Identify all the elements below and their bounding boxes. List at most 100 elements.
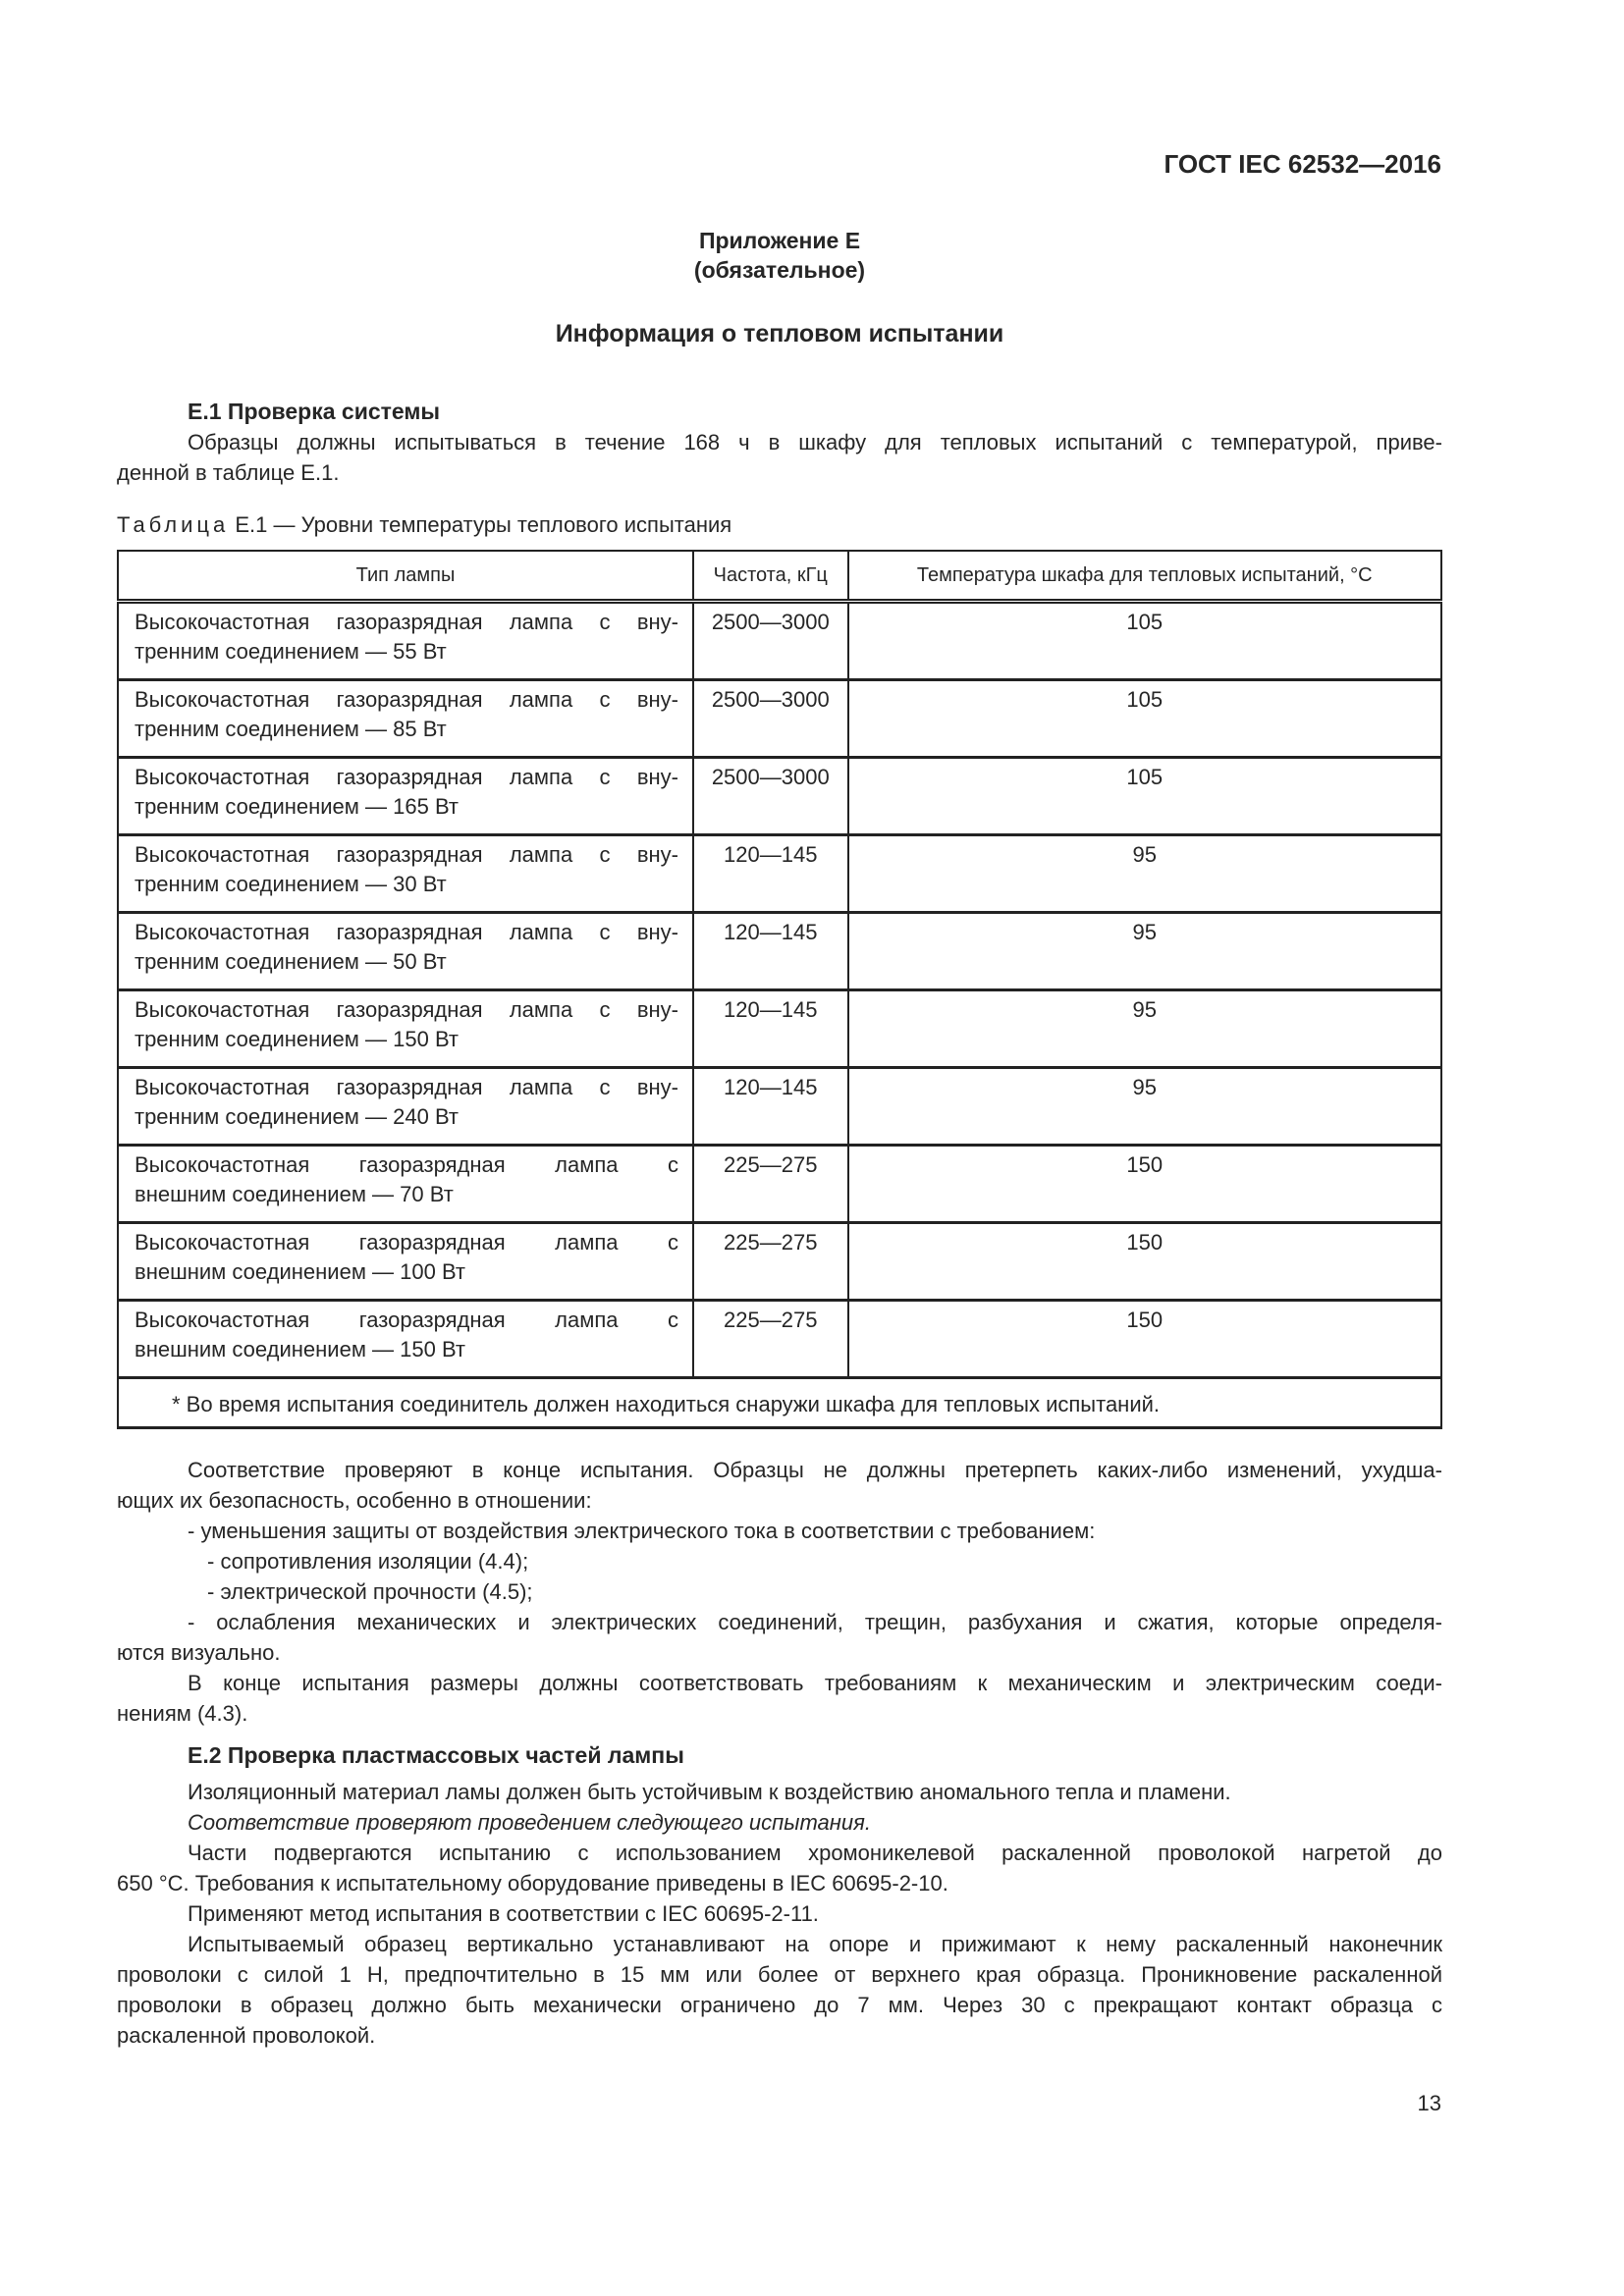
lamp-type-line: Высокочастотная газоразрядная лампа с (135, 1152, 678, 1177)
lamp-type-line: внешним соединением — 150 Вт (135, 1337, 466, 1362)
e1-intro: Образцы должны испытываться в течение 16… (117, 427, 1442, 488)
paragraph: Соответствие проверяют проведением следу… (117, 1807, 1442, 1838)
paragraph: В конце испытания размеры должны соответ… (117, 1668, 1442, 1729)
lamp-type-line: тренним соединением — 55 Вт (135, 639, 447, 664)
cell-temperature: 150 (846, 1221, 1443, 1302)
text-line: проволоки с силой 1 Н, предпочтительно в… (117, 1962, 1442, 1987)
temperature-table: Тип лампы Частота, кГц Температура шкафа… (117, 550, 1443, 1429)
header-lamp-type: Тип лампы (117, 550, 694, 604)
cell-frequency: 2500—3000 (692, 600, 849, 681)
document-body: Е.1 Проверка системы Образцы должны испы… (117, 397, 1443, 2051)
text-line: Образцы должны испытываться в течение 16… (188, 430, 1442, 454)
cell-temperature: 95 (846, 1066, 1443, 1147)
paragraph: Применяют метод испытания в соответствии… (117, 1898, 1442, 1929)
cell-lamp-type: Высокочастотная газоразрядная лампа с вне… (117, 1144, 694, 1224)
text-line: 650 °С. Требования к испытательному обор… (117, 1871, 948, 1896)
lamp-type-line: Высокочастотная газоразрядная лампа с (135, 1230, 678, 1255)
text-line: - ослабления механических и электрически… (188, 1610, 1442, 1634)
cell-frequency: 120—145 (692, 988, 849, 1069)
cell-frequency: 225—275 (692, 1144, 849, 1224)
cell-lamp-type: Высокочастотная газоразрядная лампа с вне… (117, 1299, 694, 1379)
lamp-type-line: Высокочастотная газоразрядная лампа с вн… (135, 842, 678, 867)
paragraph: Соответствие проверяют в конце испытания… (117, 1455, 1442, 1516)
cell-frequency: 225—275 (692, 1299, 849, 1379)
compliance-text: Соответствие проверяют в конце испытания… (117, 1455, 1442, 1729)
page-number: 13 (1417, 2091, 1441, 2115)
text-line: проволоки в образец должно быть механиче… (117, 1993, 1442, 2017)
text-line: Соответствие проверяют в конце испытания… (188, 1458, 1442, 1482)
text-line: денной в таблице Е.1. (117, 460, 340, 485)
text-line: - сопротивления изоляции (4.4); (207, 1549, 529, 1574)
table-row: Высокочастотная газоразрядная лампа с вне… (117, 1144, 1443, 1224)
lamp-type-line: Высокочастотная газоразрядная лампа с вн… (135, 687, 678, 712)
list-item: - ослабления механических и электрически… (117, 1607, 1442, 1668)
table-row: Высокочастотная газоразрядная лампа с вне… (117, 1299, 1443, 1379)
cell-temperature: 105 (846, 600, 1443, 681)
list-item: - сопротивления изоляции (4.4); (117, 1546, 1442, 1576)
cell-lamp-type: Высокочастотная газоразрядная лампа с вн… (117, 1066, 694, 1147)
lamp-type-line: тренним соединением — 50 Вт (135, 949, 447, 974)
standard-code: ГОСТ IEC 62532—2016 (1164, 149, 1441, 179)
section-e2-heading: Е.2 Проверка пластмассовых частей лампы (188, 1742, 684, 1768)
table-footnote: * Во время испытания соединитель должен … (117, 1376, 1442, 1429)
lamp-type-line: тренним соединением — 150 Вт (135, 1027, 459, 1051)
text-line: Соответствие проверяют проведением следу… (188, 1810, 871, 1835)
lamp-type-line: тренним соединением — 240 Вт (135, 1104, 459, 1129)
lamp-type-line: Высокочастотная газоразрядная лампа с (135, 1308, 678, 1332)
table-row: Высокочастотная газоразрядная лампа с вн… (117, 756, 1443, 836)
lamp-type-line: Высокочастотная газоразрядная лампа с вн… (135, 997, 678, 1022)
table-row: Высокочастотная газоразрядная лампа с вн… (117, 1066, 1443, 1147)
cell-lamp-type: Высокочастотная газоразрядная лампа с вн… (117, 911, 694, 991)
text-line: Испытываемый образец вертикально устанав… (188, 1932, 1442, 1956)
table-row: Высокочастотная газоразрядная лампа с вне… (117, 1221, 1443, 1302)
table-row: Высокочастотная газоразрядная лампа с вн… (117, 678, 1443, 759)
appendix-title: Приложение Е (698, 228, 861, 253)
cell-lamp-type: Высокочастотная газоразрядная лампа с вн… (117, 833, 694, 914)
cell-frequency: 2500—3000 (692, 678, 849, 759)
text-line: В конце испытания размеры должны соответ… (188, 1671, 1442, 1695)
cell-frequency: 120—145 (692, 1066, 849, 1147)
table-footnote-row: * Во время испытания соединитель должен … (117, 1376, 1442, 1429)
header-temperature: Температура шкафа для тепловых испытаний… (846, 550, 1443, 604)
cell-lamp-type: Высокочастотная газоразрядная лампа с вн… (117, 678, 694, 759)
paragraph: Изоляционный материал ламы должен быть у… (117, 1777, 1442, 1807)
cell-temperature: 150 (846, 1299, 1443, 1379)
cell-temperature: 95 (846, 911, 1443, 991)
table-row: Высокочастотная газоразрядная лампа с вн… (117, 833, 1443, 914)
lamp-type-line: тренним соединением — 30 Вт (135, 872, 447, 896)
lamp-type-line: тренним соединением — 85 Вт (135, 717, 447, 741)
cell-temperature: 105 (846, 678, 1443, 759)
cell-lamp-type: Высокочастотная газоразрядная лампа с вн… (117, 756, 694, 836)
cell-frequency: 120—145 (692, 833, 849, 914)
cell-temperature: 95 (846, 833, 1443, 914)
text-line: Части подвергаются испытанию с использов… (188, 1841, 1442, 1865)
appendix-status: (обязательное) (693, 257, 866, 283)
table-caption: Таблица Е.1 — Уровни температуры теплово… (117, 509, 1442, 540)
text-line: - электрической прочности (4.5); (207, 1579, 533, 1604)
section-title: Информация о тепловом испытании (555, 320, 1004, 347)
cell-frequency: 2500—3000 (692, 756, 849, 836)
lamp-type-line: внешним соединением — 70 Вт (135, 1182, 454, 1206)
lamp-type-line: Высокочастотная газоразрядная лампа с вн… (135, 765, 678, 789)
table-header-row: Тип лампы Частота, кГц Температура шкафа… (117, 550, 1443, 604)
section-e1-heading: Е.1 Проверка системы (188, 399, 441, 424)
lamp-type-line: Высокочастотная газоразрядная лампа с вн… (135, 920, 678, 944)
text-line: Применяют метод испытания в соответствии… (188, 1901, 819, 1926)
cell-temperature: 105 (846, 756, 1443, 836)
header-frequency: Частота, кГц (692, 550, 849, 604)
text-line: Изоляционный материал ламы должен быть у… (188, 1780, 1231, 1804)
lamp-type-line: тренним соединением — 165 Вт (135, 794, 459, 819)
paragraph: Части подвергаются испытанию с использов… (117, 1838, 1442, 1898)
e2-text: Изоляционный материал ламы должен быть у… (117, 1777, 1442, 2051)
text-line: ются визуально. (117, 1640, 281, 1665)
cell-lamp-type: Высокочастотная газоразрядная лампа с вн… (117, 988, 694, 1069)
cell-temperature: 150 (846, 1144, 1443, 1224)
list-item: - электрической прочности (4.5); (117, 1576, 1442, 1607)
list-item: - уменьшения защиты от воздействия элект… (117, 1516, 1442, 1546)
cell-frequency: 225—275 (692, 1221, 849, 1302)
table-row: Высокочастотная газоразрядная лампа с вн… (117, 988, 1443, 1069)
lamp-type-line: Высокочастотная газоразрядная лампа с вн… (135, 1075, 678, 1099)
paragraph: Испытываемый образец вертикально устанав… (117, 1929, 1442, 2051)
text-line: - уменьшения защиты от воздействия элект… (188, 1519, 1096, 1543)
table-caption-text: Е.1 — Уровни температуры теплового испыт… (229, 512, 732, 537)
